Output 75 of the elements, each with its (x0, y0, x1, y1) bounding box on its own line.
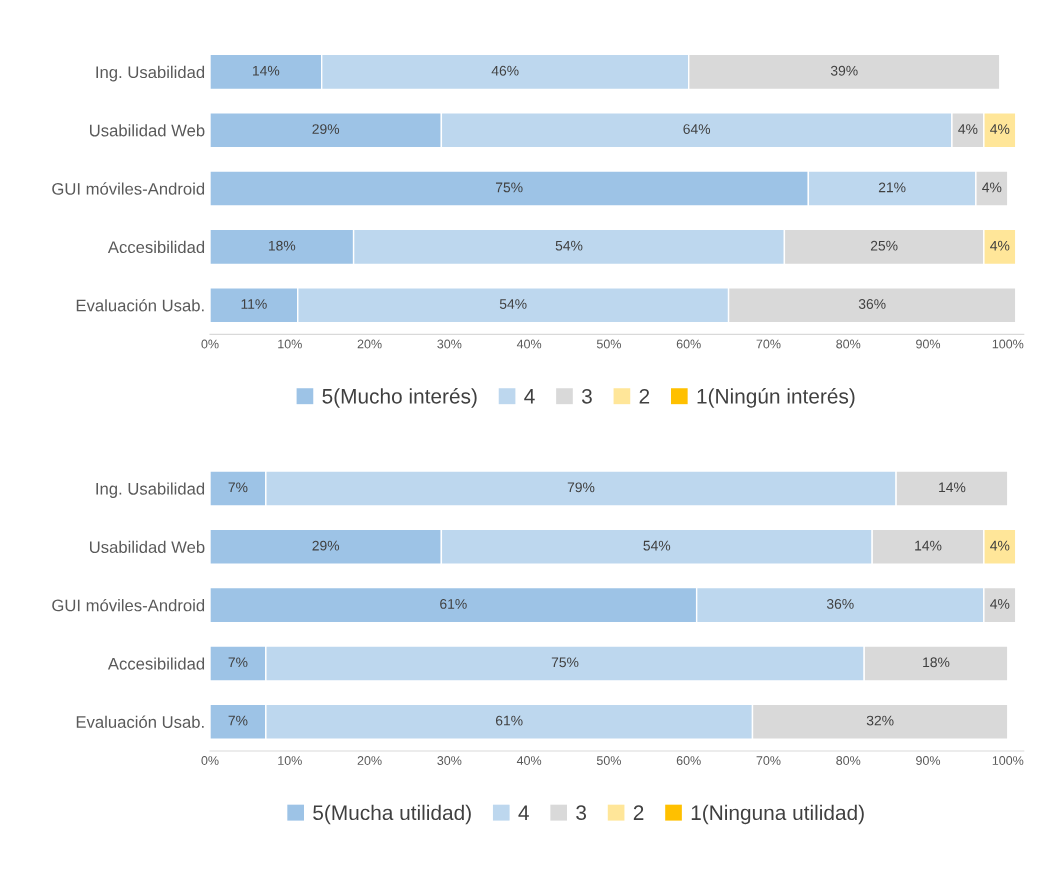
legend-label: 5(Mucho interés) (322, 388, 477, 408)
data-label: 54% (643, 540, 671, 551)
x-tick-label: 80% (836, 339, 861, 349)
legend-label: 3 (581, 388, 592, 404)
x-tick-label: 90% (916, 339, 941, 349)
data-label: 61% (440, 599, 467, 609)
y-tick-label: Usabilidad Web (90, 540, 205, 554)
legend-label: 1(Ninguna utilidad) (691, 804, 864, 825)
data-label: 75% (551, 657, 579, 668)
x-tick-label: 100% (992, 339, 1024, 349)
x-tick-label: 50% (596, 756, 621, 765)
x-tick-label: 0% (201, 339, 219, 349)
data-label: 32% (866, 715, 894, 726)
data-label: 54% (555, 240, 583, 251)
y-tick-label: GUI móviles-Android (52, 598, 205, 612)
y-tick-label: Accesibilidad (107, 657, 205, 670)
data-label: 54% (499, 299, 527, 309)
legend-label: 1(Ningún interés) (697, 388, 855, 408)
data-label: 4% (990, 540, 1010, 551)
data-label: 29% (312, 124, 340, 134)
legend-label: 5(Mucha utilidad) (313, 804, 471, 825)
data-label: 7% (228, 715, 248, 726)
data-label: 25% (870, 240, 898, 251)
data-label: 4% (982, 182, 1002, 193)
legend-label: 3 (576, 805, 587, 821)
data-label: 29% (312, 540, 340, 551)
x-tick-label: 0% (201, 756, 219, 765)
data-label: 46% (491, 65, 519, 76)
x-tick-label: 100% (992, 756, 1024, 765)
data-label: 14% (915, 540, 942, 551)
data-label: 21% (878, 182, 906, 193)
data-label: 36% (858, 299, 886, 309)
y-tick-label: Evaluación Usab. (76, 298, 204, 312)
y-tick-label: Evaluación Usab. (76, 715, 204, 728)
x-tick-label: 20% (357, 756, 382, 765)
data-label: 4% (990, 240, 1010, 251)
legend-label: 2 (633, 805, 644, 820)
y-tick-label: Ing. Usabilidad (96, 482, 205, 498)
x-tick-label: 30% (437, 756, 462, 765)
y-tick-label: GUI móviles-Android (52, 182, 205, 195)
legend-label: 4 (524, 389, 535, 404)
x-tick-label: 10% (278, 339, 302, 349)
y-tick-label: Ing. Usabilidad (96, 65, 205, 82)
x-tick-label: 60% (676, 339, 701, 349)
x-tick-label: 20% (357, 339, 382, 349)
data-label: 61% (495, 715, 523, 726)
x-tick-label: 60% (676, 756, 701, 765)
x-tick-label: 30% (437, 339, 462, 349)
x-tick-label: 90% (916, 756, 941, 765)
data-label: 64% (683, 124, 711, 134)
y-tick-label: Usabilidad Web (90, 124, 205, 137)
data-label: 75% (495, 182, 523, 193)
data-label: 7% (228, 657, 248, 668)
data-label: 11% (241, 299, 267, 309)
data-label: 79% (567, 482, 595, 493)
data-label: 14% (939, 482, 966, 493)
data-label: 4% (990, 599, 1010, 609)
data-label: 7% (228, 482, 248, 493)
x-tick-label: 40% (516, 756, 542, 765)
y-tick-label: Accesibilidad (107, 240, 205, 254)
x-tick-label: 70% (756, 339, 781, 349)
data-label: 4% (990, 124, 1010, 134)
data-label: 18% (268, 240, 296, 251)
legend-label: 2 (639, 388, 650, 404)
data-label: 4% (958, 124, 978, 134)
x-tick-label: 50% (596, 339, 621, 349)
legend-label: 4 (518, 805, 529, 820)
x-tick-label: 70% (756, 756, 781, 765)
x-tick-label: 40% (516, 339, 542, 349)
x-tick-label: 10% (278, 756, 302, 765)
x-tick-label: 80% (836, 756, 861, 765)
data-label: 14% (253, 65, 280, 76)
data-label: 36% (826, 599, 854, 609)
data-label: 39% (830, 65, 858, 76)
data-label: 18% (923, 657, 950, 668)
